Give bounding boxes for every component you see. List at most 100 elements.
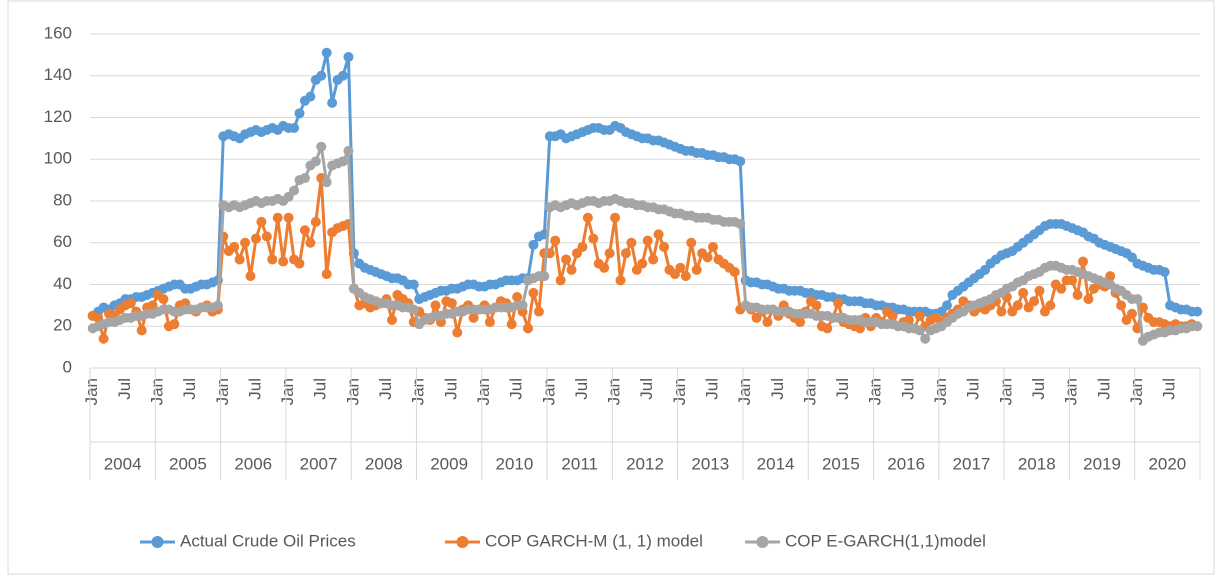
x-tick-label: Jan <box>474 378 493 405</box>
data-point <box>914 325 925 336</box>
data-point <box>1018 287 1029 298</box>
legend-marker <box>151 536 164 548</box>
x-tick-label: Jan <box>735 378 754 405</box>
data-point <box>615 275 626 286</box>
data-point <box>1192 306 1203 317</box>
data-point <box>920 333 931 344</box>
data-point <box>327 97 338 108</box>
x-group-label: 2009 <box>430 454 468 473</box>
data-point <box>1137 302 1148 313</box>
y-tick-label: 160 <box>44 23 72 42</box>
x-tick-label: Jan <box>213 378 232 405</box>
legend-marker <box>756 536 769 548</box>
data-point <box>272 212 283 223</box>
y-tick-label: 120 <box>44 107 72 126</box>
data-point <box>996 306 1007 317</box>
data-point <box>659 241 670 252</box>
data-point <box>691 264 702 275</box>
x-tick-label: Jul <box>637 378 656 400</box>
data-point <box>833 298 844 309</box>
x-tick-label: Jan <box>82 378 101 405</box>
x-tick-label: Jul <box>180 378 199 400</box>
x-tick-label: Jul <box>964 378 983 400</box>
x-tick-label: Jan <box>147 378 166 405</box>
x-tick-label: Jan <box>278 378 297 405</box>
y-tick-label: 40 <box>53 274 72 293</box>
data-point <box>914 310 925 321</box>
data-point <box>1192 321 1203 332</box>
x-tick-label: Jul <box>115 378 134 400</box>
data-point <box>626 237 637 248</box>
data-point <box>430 300 441 311</box>
data-point <box>523 323 534 334</box>
x-group-label: 2011 <box>561 454 598 473</box>
series <box>87 141 1203 346</box>
data-point <box>1034 285 1045 296</box>
x-group-label: 2007 <box>300 454 338 473</box>
data-point <box>517 300 528 311</box>
y-tick-label: 80 <box>53 190 72 209</box>
data-point <box>620 248 631 259</box>
x-tick-label: Jul <box>507 378 526 400</box>
data-point <box>321 269 332 280</box>
data-point <box>240 237 251 248</box>
x-tick-label: Jul <box>833 378 852 400</box>
x-group-label: 2005 <box>169 454 207 473</box>
x-group-label: 2017 <box>953 454 991 473</box>
y-tick-label: 140 <box>44 65 72 84</box>
data-point <box>1029 296 1040 307</box>
data-point <box>1067 275 1078 286</box>
legend-label: COP E-GARCH(1,1)model <box>785 531 986 550</box>
data-point <box>1132 294 1143 305</box>
data-point <box>1012 300 1023 311</box>
x-tick-label: Jul <box>245 378 264 400</box>
data-point <box>588 233 599 244</box>
data-point <box>1056 283 1067 294</box>
data-point <box>533 306 544 317</box>
x-tick-label: Jul <box>311 378 330 400</box>
data-point <box>338 156 349 167</box>
data-point <box>299 225 310 236</box>
x-tick-label: Jul <box>898 378 917 400</box>
x-group-label: 2019 <box>1083 454 1121 473</box>
data-point <box>680 271 691 282</box>
x-group-label: 2006 <box>234 454 272 473</box>
data-point <box>343 145 354 156</box>
x-tick-label: Jan <box>866 378 885 405</box>
data-point <box>229 241 240 252</box>
data-point <box>310 156 321 167</box>
data-point <box>512 292 523 303</box>
data-point <box>310 216 321 227</box>
data-point <box>289 185 300 196</box>
data-point <box>566 264 577 275</box>
data-point <box>1045 300 1056 311</box>
data-point <box>506 319 517 330</box>
x-tick-label: Jan <box>409 378 428 405</box>
data-point <box>468 312 479 323</box>
x-group-label: 2004 <box>104 454 142 473</box>
data-point <box>321 47 332 58</box>
data-point <box>599 262 610 273</box>
x-group-label: 2008 <box>365 454 403 473</box>
x-group-label: 2016 <box>887 454 925 473</box>
x-tick-label: Jul <box>1094 378 1113 400</box>
data-point <box>250 233 261 244</box>
x-group-label: 2012 <box>626 454 664 473</box>
data-point <box>729 266 740 277</box>
data-point <box>1126 308 1137 319</box>
x-tick-label: Jul <box>1160 378 1179 400</box>
data-point <box>446 298 457 309</box>
data-point <box>1078 256 1089 267</box>
x-tick-label: Jul <box>572 378 591 400</box>
series <box>87 47 1203 321</box>
data-point <box>305 91 316 102</box>
x-tick-label: Jan <box>605 378 624 405</box>
x-tick-label: Jan <box>539 378 558 405</box>
y-tick-label: 0 <box>63 357 72 376</box>
x-tick-label: Jul <box>702 378 721 400</box>
data-point <box>610 212 621 223</box>
data-point <box>289 122 300 133</box>
data-point <box>577 241 588 252</box>
x-tick-label: Jan <box>931 378 950 405</box>
